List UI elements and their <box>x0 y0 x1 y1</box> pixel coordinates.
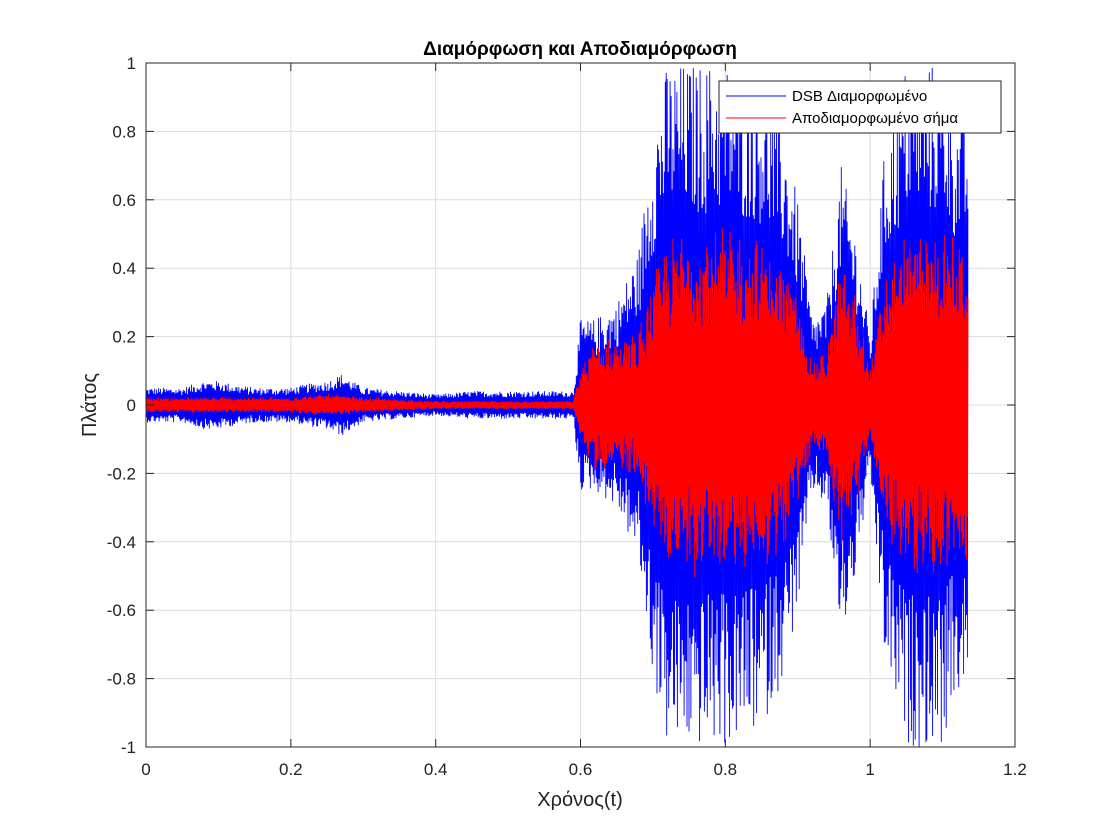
x-tick-label: 1 <box>865 760 874 779</box>
series-line-demodulated <box>146 228 969 578</box>
legend-label-dsb: DSB Διαμορφωμένο <box>792 88 927 105</box>
y-tick-label: 0.6 <box>112 191 136 210</box>
axis-ticks <box>145 62 1016 748</box>
y-tick-label: -1 <box>121 738 136 757</box>
series-layer <box>146 67 969 747</box>
y-tick-label: -0.8 <box>107 670 136 689</box>
chart-title: Διαμόρφωση και Αποδιαμόρφωση <box>423 39 737 60</box>
x-tick-label: 0.4 <box>424 760 448 779</box>
y-tick-label: -0.2 <box>107 464 136 483</box>
x-tick-label: 1.2 <box>1003 760 1027 779</box>
y-tick-label: 0.4 <box>112 259 136 278</box>
y-axis-label: Πλάτος <box>79 373 101 437</box>
y-tick-label: 0 <box>127 396 136 415</box>
y-tick-label: -0.4 <box>107 533 136 552</box>
legend: DSB Διαμορφωμένο Αποδιαμορφωμένο σήμα <box>718 80 1002 134</box>
y-tick-label: -0.6 <box>107 601 136 620</box>
y-tick-label: 0.8 <box>112 122 136 141</box>
tick-labels: 0 0.2 0.4 0.6 0.8 1 1.2 -1 -0.8 -0.6 -0.4 -0.2 0 0.2 0… <box>107 54 1027 779</box>
x-tick-label: 0.2 <box>279 760 303 779</box>
x-tick-label: 0.6 <box>569 760 593 779</box>
x-tick-label: 0.8 <box>714 760 738 779</box>
y-tick-label: 0.2 <box>112 328 136 347</box>
x-axis-label: Χρόνος(t) <box>537 789 622 811</box>
x-tick-label: 0 <box>141 760 150 779</box>
legend-label-demod: Αποδιαμορφωμένο σήμα <box>792 110 958 127</box>
y-tick-label: 1 <box>127 54 136 73</box>
legend-box <box>718 80 1002 134</box>
